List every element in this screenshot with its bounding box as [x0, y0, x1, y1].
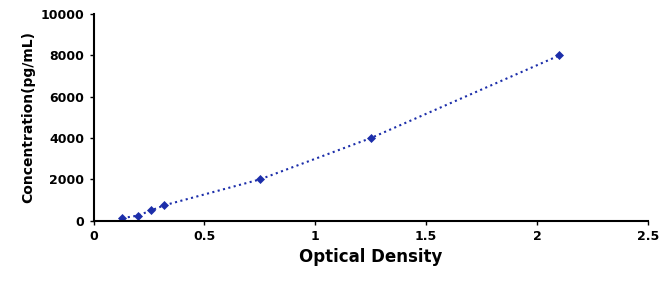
Y-axis label: Concentration(pg/mL): Concentration(pg/mL)	[21, 31, 35, 203]
X-axis label: Optical Density: Optical Density	[299, 248, 442, 266]
